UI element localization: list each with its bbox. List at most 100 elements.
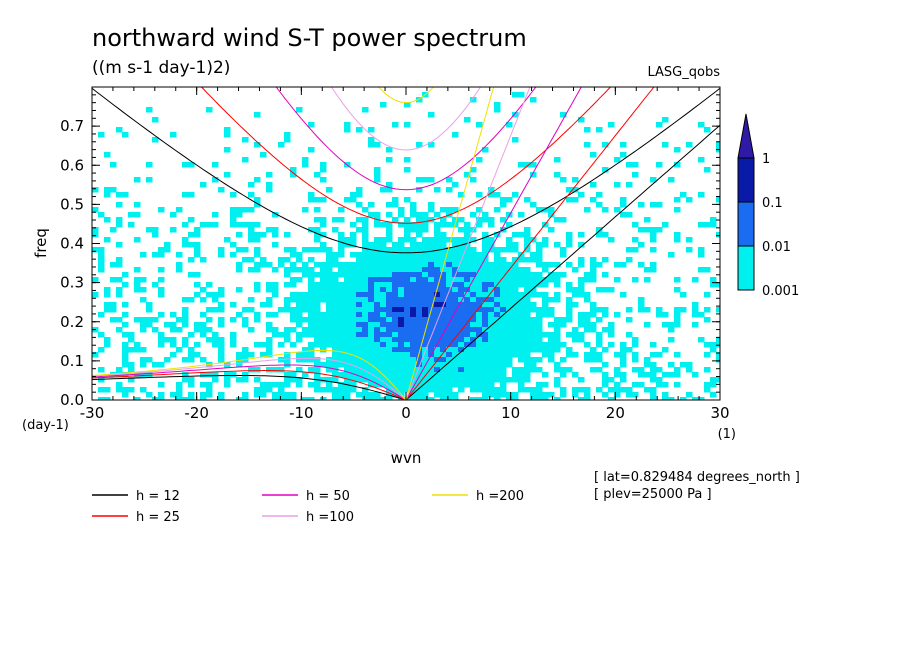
- field-cell: [158, 332, 165, 338]
- field-cell: [470, 372, 477, 378]
- field-cell: [608, 342, 615, 348]
- field-cell: [482, 242, 489, 248]
- field-cell: [386, 357, 393, 363]
- field-cell: [326, 312, 333, 318]
- field-cell: [386, 282, 393, 288]
- field-cell: [488, 237, 495, 243]
- field-cell: [326, 252, 333, 258]
- field-cell: [572, 387, 579, 393]
- field-cell: [308, 227, 315, 233]
- field-cell: [134, 342, 141, 348]
- field-cell: [542, 342, 549, 348]
- field-cell: [176, 387, 183, 393]
- field-cell: [320, 292, 327, 298]
- field-cell: [368, 297, 375, 303]
- field-cell: [488, 367, 495, 373]
- field-cell: [314, 287, 321, 293]
- field-cell: [428, 252, 435, 258]
- field-cell: [152, 137, 159, 143]
- field-cell: [284, 232, 291, 238]
- field-cell: [128, 212, 135, 218]
- field-cell: [200, 372, 207, 378]
- field-cell: [452, 337, 459, 343]
- field-cell: [698, 247, 705, 253]
- field-cell: [344, 372, 351, 378]
- field-cell: [140, 362, 147, 368]
- field-cell: [158, 207, 165, 213]
- field-cell: [446, 262, 453, 268]
- field-cell: [284, 302, 291, 308]
- field-cell: [632, 277, 639, 283]
- field-cell: [398, 222, 405, 228]
- field-cell: [338, 217, 345, 223]
- field-cell: [602, 257, 609, 263]
- field-cell: [248, 352, 255, 358]
- field-cell: [440, 382, 447, 388]
- field-cell: [248, 232, 255, 238]
- field-cell: [524, 342, 531, 348]
- field-cell: [476, 327, 483, 333]
- field-cell: [434, 312, 441, 318]
- field-cell: [572, 177, 579, 183]
- field-cell: [512, 367, 519, 373]
- field-cell: [578, 387, 585, 393]
- field-cell: [446, 222, 453, 228]
- field-cell: [266, 352, 273, 358]
- field-cell: [512, 317, 519, 323]
- field-cell: [482, 377, 489, 383]
- field-cell: [710, 392, 717, 398]
- field-cell: [200, 182, 207, 188]
- field-cell: [374, 237, 381, 243]
- field-cell: [500, 297, 507, 303]
- field-cell: [560, 372, 567, 378]
- field-cell: [398, 207, 405, 213]
- field-cell: [458, 272, 465, 278]
- field-cell: [344, 272, 351, 278]
- field-cell: [656, 382, 663, 388]
- field-cell: [608, 322, 615, 328]
- field-cell: [320, 282, 327, 288]
- field-cell: [644, 322, 651, 328]
- field-cell: [512, 232, 519, 238]
- field-cell: [548, 262, 555, 268]
- field-cell: [314, 312, 321, 318]
- field-cell: [410, 307, 417, 313]
- field-cell: [572, 287, 579, 293]
- field-cell: [512, 112, 519, 118]
- field-cell: [662, 372, 669, 378]
- field-cell: [314, 317, 321, 323]
- field-cell: [464, 352, 471, 358]
- field-cell: [368, 372, 375, 378]
- field-cell: [638, 382, 645, 388]
- field-cell: [536, 332, 543, 338]
- field-cell: [290, 247, 297, 253]
- field-cell: [488, 387, 495, 393]
- field-cell: [686, 237, 693, 243]
- field-cell: [338, 387, 345, 393]
- field-cell: [356, 292, 363, 298]
- field-cell: [464, 342, 471, 348]
- field-cell: [434, 387, 441, 393]
- field-cell: [326, 322, 333, 328]
- field-cell: [392, 242, 399, 248]
- field-cell: [404, 382, 411, 388]
- field-cell: [506, 282, 513, 288]
- field-cell: [254, 282, 261, 288]
- field-cell: [350, 322, 357, 328]
- field-cell: [428, 217, 435, 223]
- field-cell: [326, 262, 333, 268]
- field-cell: [542, 262, 549, 268]
- field-cell: [428, 337, 435, 343]
- field-cell: [716, 197, 720, 203]
- field-cell: [434, 252, 441, 258]
- field-cell: [638, 262, 645, 268]
- field-cell: [464, 322, 471, 328]
- field-cell: [356, 187, 363, 193]
- field-cell: [254, 287, 261, 293]
- colorbar-segment: [737, 245, 755, 291]
- field-cell: [452, 382, 459, 388]
- field-cell: [632, 382, 639, 388]
- field-cell: [488, 352, 495, 358]
- field-cell: [494, 192, 501, 198]
- field-cell: [548, 357, 555, 363]
